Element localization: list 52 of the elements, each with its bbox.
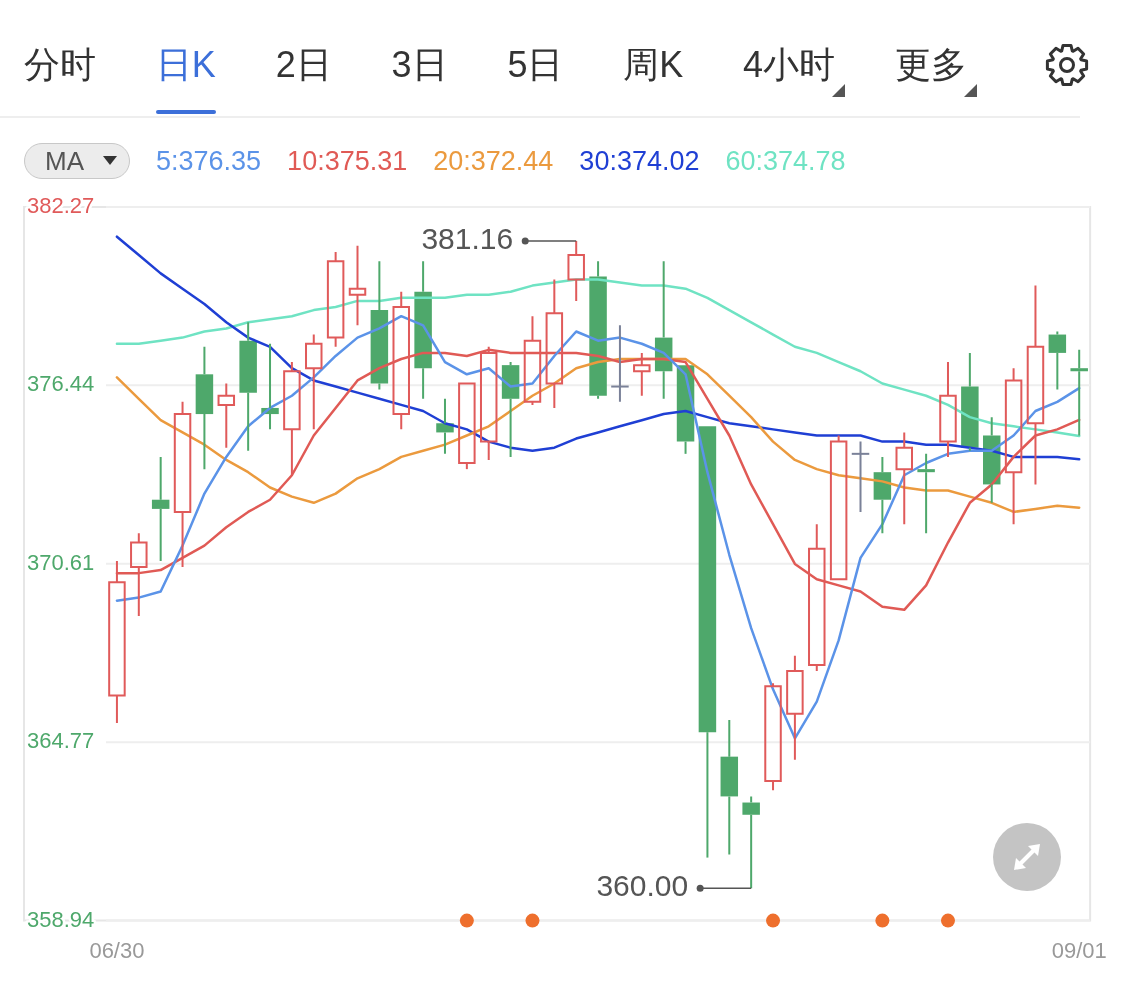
annotation: 381.16	[421, 222, 514, 256]
candlestick	[501, 361, 520, 458]
y-tick-label: 364.77	[27, 728, 95, 754]
candlestick	[786, 654, 804, 761]
text: 60:374.78	[725, 145, 846, 177]
text: 10:375.31	[287, 145, 408, 177]
y-tick-label: 358.94	[27, 906, 95, 932]
text: 日K	[155, 44, 216, 85]
candlestick	[217, 382, 236, 449]
text: 3日	[391, 44, 448, 85]
candlestick	[589, 260, 607, 400]
text: 5日	[507, 44, 564, 85]
candlestick	[173, 400, 192, 569]
candlestick	[1048, 330, 1067, 391]
candlestick	[742, 795, 760, 890]
candlestick	[567, 239, 585, 302]
candlestick	[698, 426, 717, 859]
text: 2日	[275, 44, 332, 85]
candlestick	[720, 718, 739, 856]
candlestick	[961, 351, 979, 452]
legend-title: MA	[45, 145, 84, 177]
candlestick	[610, 324, 630, 403]
candlestick	[829, 434, 848, 581]
candlestick	[283, 361, 301, 477]
text: 分时	[24, 44, 96, 85]
y-tick-label: 376.44	[27, 371, 95, 397]
candlestick	[348, 244, 367, 327]
candlestick	[633, 351, 651, 397]
candlestick	[850, 440, 871, 513]
candlestick	[939, 361, 957, 458]
x-tick-label: 06/30	[89, 937, 145, 963]
candlestick	[1004, 367, 1023, 526]
x-tick-label: 09/01	[1051, 937, 1107, 963]
dropdown-button: MA	[24, 143, 130, 179]
candlestick	[305, 333, 323, 431]
candlestick	[917, 452, 935, 535]
text: 20:372.44	[433, 145, 554, 177]
y-tick-label: 370.61	[27, 549, 95, 575]
candlestick	[151, 455, 170, 562]
text: 5:376.35	[156, 145, 262, 177]
candlestick	[414, 260, 432, 400]
text: 更多	[894, 44, 967, 85]
candlestick	[195, 345, 214, 471]
text: 30:374.02	[579, 145, 700, 177]
candlestick	[1070, 348, 1088, 437]
text: 4小时	[743, 44, 836, 85]
candlestick	[239, 321, 257, 452]
candlestick	[326, 250, 345, 348]
text: 周K	[623, 44, 684, 85]
y-tick-label: 382.27	[27, 193, 95, 219]
candlestick	[895, 431, 913, 526]
annotation: 360.00	[596, 869, 689, 903]
